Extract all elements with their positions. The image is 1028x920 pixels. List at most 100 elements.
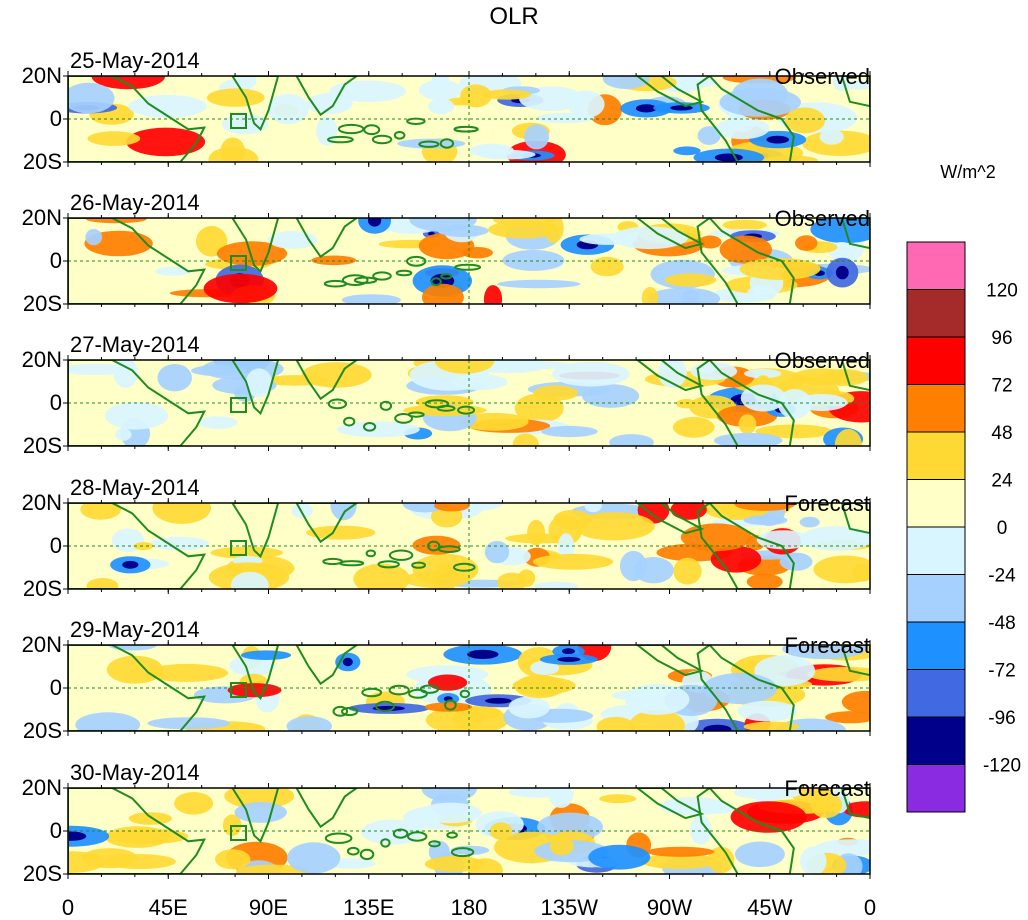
anomaly-contour (483, 285, 503, 304)
panel-kind: Forecast (784, 633, 870, 658)
coastline (231, 788, 280, 844)
colorbar-label: 120 (986, 281, 1018, 302)
coastline (68, 76, 207, 162)
lat-label: 0 (50, 390, 62, 415)
anomaly-core (562, 648, 575, 655)
lat-label: 20S (23, 861, 62, 886)
anomaly-contour (497, 279, 581, 289)
anomaly-contour (514, 674, 565, 699)
anomaly-contour (287, 842, 341, 874)
anomaly-contour (673, 557, 702, 585)
anomaly-contour (86, 578, 119, 589)
anomaly-contour (796, 394, 848, 411)
colorbar: 120 96 72 48 24 0 -24 -48 -72 -96 -120 (906, 241, 1021, 813)
island-outline (406, 117, 426, 126)
anomaly-contour (596, 716, 635, 731)
island-outline (371, 134, 393, 145)
panel-date: 30-May-2014 (70, 760, 200, 785)
coastline (635, 360, 705, 392)
anomaly-contour (147, 717, 230, 730)
anomaly-contour (152, 503, 211, 524)
anomaly-contour (245, 368, 273, 398)
anomaly-contour (468, 858, 503, 874)
lat-label: 20N (22, 490, 62, 515)
anomaly-contour (227, 683, 282, 698)
colorbar-label: -96 (988, 708, 1015, 729)
anomaly-contour (460, 84, 492, 108)
island-outline (407, 411, 425, 418)
anomaly-contour (126, 127, 206, 157)
anomaly-contour (397, 138, 466, 149)
colorbar-label: -120 (983, 756, 1021, 777)
anomaly-contour (524, 124, 550, 150)
anomaly-contour (508, 696, 550, 719)
island-outline (363, 124, 381, 136)
lon-label: 90E (249, 895, 288, 920)
anomaly-contour (434, 503, 470, 512)
anomaly-core (467, 649, 499, 660)
colorbar-label: -48 (988, 613, 1015, 634)
coastline (840, 645, 870, 677)
anomaly-contour (755, 424, 833, 439)
anomaly-contour (353, 563, 411, 589)
olr-anomaly-field (68, 788, 870, 874)
panel-kind: Observed (775, 206, 870, 231)
coastline (840, 503, 870, 535)
colorbar-swatch (906, 716, 966, 765)
island-outline (440, 273, 453, 280)
island-outline (324, 832, 353, 844)
anomaly-contour (737, 700, 798, 722)
panel-kind: Observed (775, 348, 870, 373)
coastline (68, 645, 207, 731)
anomaly-contour (534, 581, 579, 589)
anomaly-contour (128, 94, 207, 118)
anomaly-core (342, 657, 353, 667)
island-outline (436, 405, 456, 412)
island-outline (339, 560, 365, 567)
anomaly-contour (743, 721, 800, 731)
lat-label: 20N (22, 63, 62, 88)
island-outline (439, 138, 455, 149)
anomaly-contour (722, 219, 767, 231)
lat-label: 20S (23, 718, 62, 743)
lon-label: 180 (451, 895, 488, 920)
island-outline (394, 413, 414, 424)
island-outline (444, 699, 457, 711)
anomaly-contour (452, 374, 508, 391)
anomaly-contour (301, 362, 372, 388)
anomaly-core (703, 724, 732, 731)
island-outline (377, 560, 400, 569)
anomaly-core (485, 697, 512, 704)
island-outline (446, 831, 458, 839)
anomaly-contour (784, 107, 826, 134)
anomaly-contour (646, 846, 715, 857)
anomaly-contour (533, 385, 578, 401)
anomaly-contour (206, 88, 265, 107)
island-outline (454, 263, 482, 271)
anomaly-core (368, 218, 382, 227)
lon-label: 90W (647, 895, 692, 920)
anomaly-contour (427, 674, 468, 691)
anomaly-contour (336, 421, 420, 438)
anomaly-contour (807, 666, 870, 682)
anomaly-contour (825, 711, 870, 724)
island-outline (392, 828, 409, 839)
lon-label: 0 (62, 895, 74, 920)
anomaly-contour (105, 826, 170, 848)
island-outline (424, 399, 450, 409)
island-outline (419, 684, 440, 694)
colorbar-swatch (906, 669, 966, 718)
map-panel: 20N 0 20S 30-May-2014 Forecast (22, 760, 871, 886)
anomaly-contour (329, 80, 406, 103)
anomaly-contour (543, 218, 564, 243)
anomaly-contour (412, 535, 461, 555)
anomaly-contour (512, 433, 539, 446)
colorbar-label: 72 (991, 376, 1012, 397)
coastline (68, 503, 207, 589)
coastline (68, 788, 207, 874)
longitude-axis: 0 45E 90E 135E 180 135W 90W 45W 0 (62, 895, 876, 920)
anomaly-contour (150, 536, 210, 551)
anomaly-contour (810, 792, 843, 819)
anomaly-contour (404, 570, 470, 589)
